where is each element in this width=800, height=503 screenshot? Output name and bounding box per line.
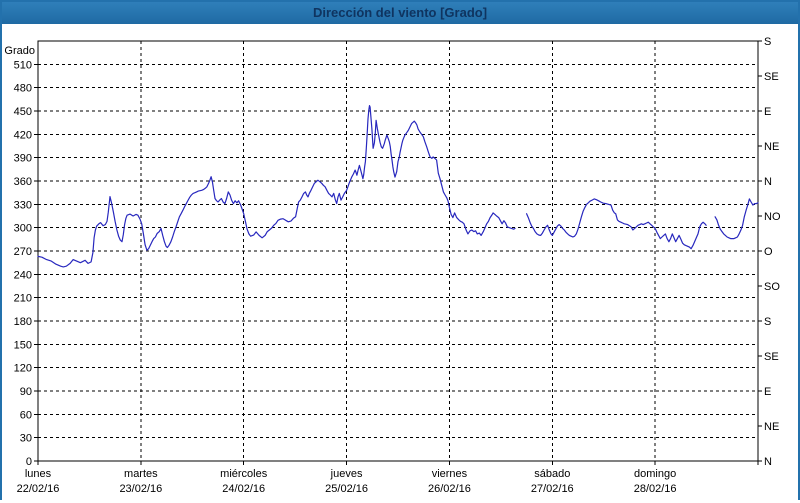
chart-title: Dirección del viento [Grado] (312, 5, 488, 20)
compass-label-7: SO (764, 281, 780, 293)
line-segment-2 (525, 198, 707, 250)
compass-label-5: NO (764, 211, 781, 223)
y-tick-label-480: 480 (14, 83, 32, 95)
compass-label-11: NE (764, 421, 779, 433)
day-name-6: domingo (634, 468, 676, 480)
y-tick-label-450: 450 (14, 106, 32, 118)
wind-direction-chart: Grado51048045042039036033030027024021018… (4, 36, 781, 495)
compass-label-10: E (764, 386, 771, 398)
y-tick-label-330: 330 (14, 199, 32, 211)
compass-label-1: SE (764, 71, 779, 83)
line-segment-3 (714, 198, 759, 240)
compass-label-9: SE (764, 351, 779, 363)
day-name-0: lunes (25, 468, 52, 480)
y-tick-label-150: 150 (14, 339, 32, 351)
y-tick-label-510: 510 (14, 59, 32, 71)
y-tick-label-420: 420 (14, 129, 32, 141)
day-date-5: 27/02/16 (531, 483, 574, 495)
vertical-gridlines (140, 41, 656, 461)
day-name-2: miércoles (220, 468, 268, 480)
compass-label-0: S (764, 36, 771, 48)
y-axis-left: Grado51048045042039036033030027024021018… (4, 45, 38, 468)
y-tick-label-210: 210 (14, 293, 32, 305)
y-axis-right: S SE E NE N NO O SO S SE E NE N (758, 36, 781, 468)
compass-label-6: O (764, 246, 773, 258)
compass-label-12: N (764, 456, 772, 468)
y-tick-label-300: 300 (14, 223, 32, 235)
day-name-1: martes (124, 468, 158, 480)
day-date-1: 23/02/16 (119, 483, 162, 495)
line-segment-1 (37, 104, 516, 268)
day-date-3: 25/02/16 (325, 483, 368, 495)
y-tick-label-60: 60 (20, 409, 32, 421)
compass-label-3: NE (764, 141, 779, 153)
horizontal-gridlines (38, 63, 758, 439)
wind-direction-line (37, 104, 759, 268)
y-tick-label-240: 240 (14, 269, 32, 281)
x-axis: lunes 22/02/16 martes 23/02/16 miércoles 24/0… (17, 461, 759, 495)
y-tick-label-90: 90 (20, 386, 32, 398)
compass-label-2: E (764, 106, 771, 118)
y-tick-label-180: 180 (14, 316, 32, 328)
y-tick-label-360: 360 (14, 176, 32, 188)
compass-label-4: N (764, 176, 772, 188)
day-name-5: sábado (534, 468, 570, 480)
day-name-4: viernes (432, 468, 468, 480)
day-date-4: 26/02/16 (428, 483, 471, 495)
y-tick-label-0: 0 (26, 456, 32, 468)
compass-label-8: S (764, 316, 771, 328)
day-date-6: 28/02/16 (634, 483, 677, 495)
day-date-2: 24/02/16 (222, 483, 265, 495)
y-tick-label-390: 390 (14, 153, 32, 165)
day-date-0: 22/02/16 (17, 483, 60, 495)
y-tick-label-270: 270 (14, 246, 32, 258)
y-tick-label-120: 120 (14, 363, 32, 375)
chart-title-bar: Dirección del viento [Grado] (2, 2, 798, 24)
y-tick-label-30: 30 (20, 433, 32, 445)
day-name-3: jueves (330, 468, 363, 480)
y-axis-left-title: Grado (4, 45, 35, 57)
chart-area: Grado 510 480 450 420 390 360 330 300 270 240 210 18… (2, 24, 798, 503)
